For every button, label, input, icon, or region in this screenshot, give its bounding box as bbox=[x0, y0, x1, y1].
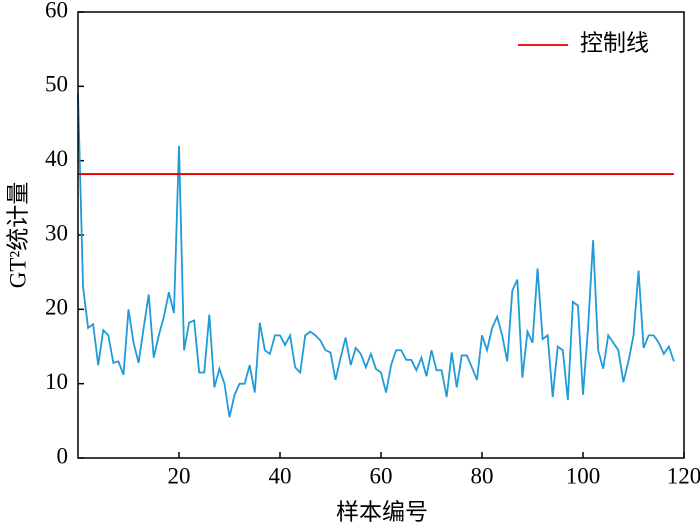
x-axis-title: 样本编号 bbox=[336, 499, 428, 524]
x-tick-label: 120 bbox=[667, 463, 700, 488]
x-tick-label: 60 bbox=[370, 463, 393, 488]
y-tick-label: 20 bbox=[45, 295, 68, 320]
y-tick-label: 40 bbox=[45, 146, 68, 171]
y-tick-label: 10 bbox=[45, 369, 68, 394]
y-tick-label: 30 bbox=[45, 220, 68, 245]
y-tick-label: 60 bbox=[45, 0, 68, 22]
data-line bbox=[77, 93, 675, 418]
x-tick-label: 40 bbox=[269, 463, 292, 488]
x-tick-label: 80 bbox=[471, 463, 494, 488]
x-tick-label: 100 bbox=[566, 463, 601, 488]
y-tick-label: 0 bbox=[57, 443, 69, 468]
y-tick-label: 50 bbox=[45, 72, 68, 97]
x-tick-label: 20 bbox=[168, 463, 191, 488]
plot-frame bbox=[77, 11, 685, 459]
y-axis-title: GT²统计量 bbox=[5, 182, 30, 289]
legend-label: 控制线 bbox=[580, 30, 649, 55]
